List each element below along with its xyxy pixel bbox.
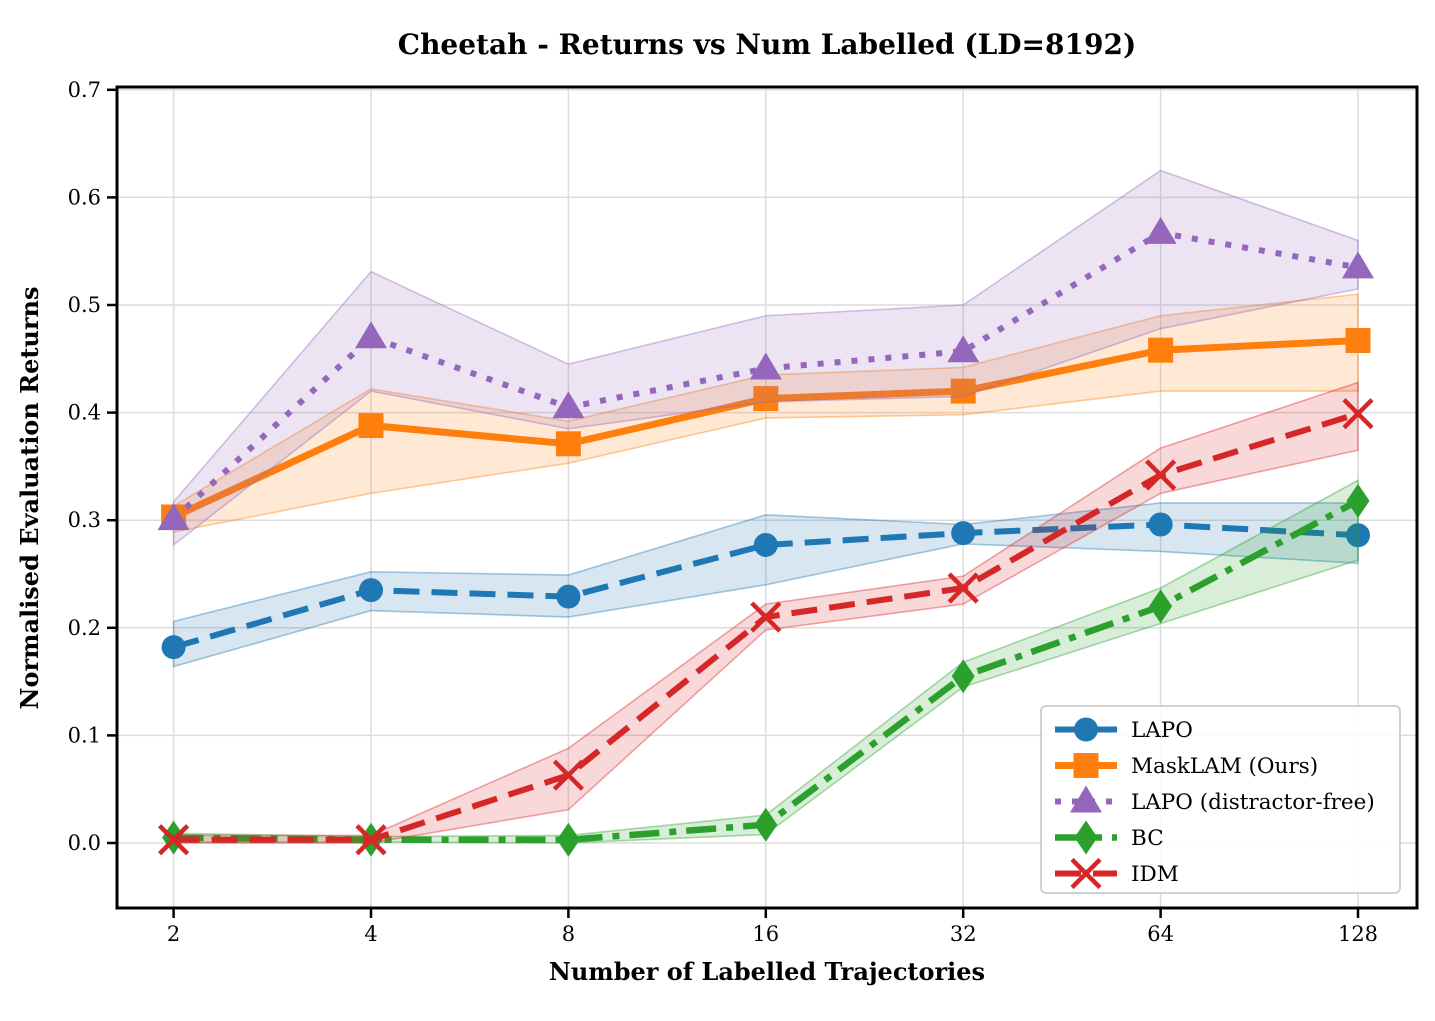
- marker-lapo: [1346, 523, 1370, 548]
- y-tick-label: 0.7: [68, 78, 101, 102]
- series-lapo: [161, 502, 1370, 668]
- marker-bc: [1149, 589, 1173, 624]
- y-tick-label: 0.1: [68, 723, 101, 747]
- legend: LAPO MaskLAM (Ours) LAPO (distractor-free)…: [1040, 705, 1401, 894]
- x-tick-label: 64: [1147, 922, 1174, 946]
- legend-item-idm: IDM: [1055, 857, 1179, 890]
- y-tick-label: 0.6: [68, 185, 101, 209]
- y-tick-label: 0.5: [68, 293, 101, 317]
- y-tick-label: 0.3: [68, 508, 101, 532]
- marker-idm: [947, 572, 979, 604]
- x-tick-label: 32: [950, 922, 977, 946]
- marker-lapo: [161, 635, 186, 660]
- band-lapo: [172, 502, 1359, 668]
- marker-lapo: [556, 584, 581, 609]
- legend-item-lapo-distractor-free: LAPO (distractor-free): [1055, 785, 1375, 815]
- marker-masklam-ours: [950, 378, 976, 404]
- x-tick-label: 2: [167, 922, 180, 946]
- legend-item-lapo: LAPO: [1055, 717, 1193, 743]
- x-tick-label: 128: [1338, 922, 1378, 946]
- marker-idm: [750, 601, 782, 633]
- marker-masklam-ours: [555, 431, 581, 457]
- marker-masklam-ours: [1345, 328, 1371, 354]
- marker-lapo: [951, 521, 976, 546]
- marker-lapo: [359, 578, 383, 603]
- marker-idm: [355, 824, 387, 856]
- band-idm: [172, 381, 1359, 844]
- marker-lapo-distractor-free: [355, 321, 387, 349]
- marker-idm: [1145, 459, 1177, 491]
- legend-label: LAPO: [1131, 718, 1193, 743]
- legend-label: BC: [1131, 826, 1164, 851]
- legend-marker-masklam-ours: [1073, 753, 1099, 778]
- legend-marker-lapo: [1074, 717, 1098, 742]
- marker-lapo: [1148, 512, 1173, 537]
- x-axis-label: Number of Labelled Trajectories: [549, 957, 985, 986]
- legend-label: MaskLAM (Ours): [1131, 754, 1318, 779]
- band-masklam-ours: [172, 293, 1359, 534]
- series-lapo-distractor-free: [157, 169, 1374, 547]
- marker-idm: [1342, 398, 1374, 430]
- marker-idm: [158, 824, 190, 856]
- marker-lapo-distractor-free: [552, 391, 585, 419]
- grid-layer: [117, 87, 1417, 908]
- series-idm: [158, 381, 1374, 856]
- marker-masklam-ours: [1148, 337, 1174, 363]
- marker-bc: [754, 807, 778, 842]
- marker-bc: [1346, 483, 1370, 518]
- y-tick-label: 0.2: [68, 616, 101, 640]
- marker-lapo-distractor-free: [157, 503, 190, 531]
- marker-masklam-ours: [753, 386, 779, 412]
- marker-lapo: [753, 532, 778, 557]
- legend-box: [1040, 705, 1401, 894]
- marker-masklam-ours: [358, 413, 384, 439]
- legend-label: IDM: [1131, 862, 1179, 887]
- legend-item-masklam-ours: MaskLAM (Ours): [1055, 753, 1318, 779]
- marker-lapo-distractor-free: [1342, 251, 1374, 279]
- legend-label: LAPO (distractor-free): [1131, 790, 1375, 815]
- legend-marker-idm: [1070, 857, 1102, 890]
- legend-item-bc: BC: [1055, 820, 1164, 855]
- marker-bc: [951, 659, 975, 694]
- marker-idm: [552, 759, 584, 791]
- marker-lapo-distractor-free: [1144, 216, 1177, 244]
- series-layer: [157, 169, 1374, 857]
- x-tick-label: 8: [562, 922, 575, 946]
- y-tick-label: 0.0: [68, 831, 101, 855]
- band-bc: [172, 479, 1359, 844]
- tick-layer: 2 4 8 16 32 64 128 0.0 0.1 0.2 0.3 0.4 0.5 0.6 0.7: [68, 78, 1378, 946]
- y-tick-label: 0.4: [68, 401, 101, 425]
- marker-bc: [556, 822, 580, 857]
- x-tick-label: 4: [364, 922, 377, 946]
- marker-lapo-distractor-free: [947, 335, 980, 363]
- y-axis-label: Normalised Evaluation Returns: [15, 287, 44, 710]
- marker-lapo-distractor-free: [749, 352, 782, 380]
- legend-marker-lapo-distractor-free: [1070, 785, 1102, 813]
- chart-title: Cheetah - Returns vs Num Labelled (LD=81…: [398, 28, 1136, 61]
- x-tick-label: 16: [752, 922, 779, 946]
- legend-marker-bc: [1074, 820, 1098, 855]
